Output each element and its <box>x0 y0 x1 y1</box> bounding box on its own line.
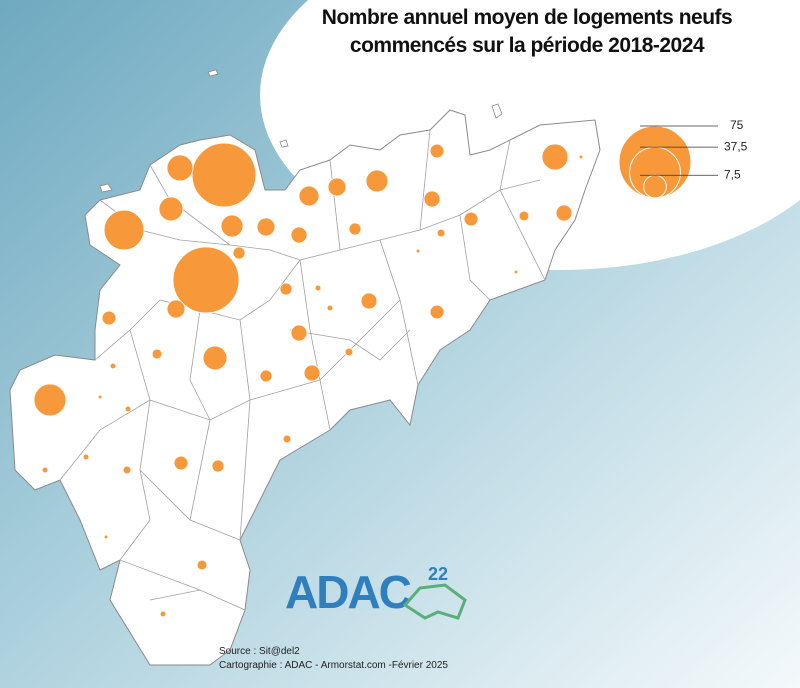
source: Source : Sit@del2 <box>219 646 300 657</box>
housing-circle <box>166 299 186 319</box>
housing-circle <box>159 610 167 618</box>
title-line: Nombre annuel moyen de logements neufs <box>322 6 732 29</box>
housing-circle <box>103 534 109 540</box>
legend-label: 75 <box>730 118 744 132</box>
housing-circle <box>463 211 479 227</box>
housing-circle <box>541 143 569 171</box>
credit: Cartographie : ADAC - Armorstat.com -Fév… <box>219 660 448 671</box>
islands <box>99 69 503 193</box>
housing-circle <box>314 284 322 292</box>
housing-circle <box>282 434 292 444</box>
legend-label: 37,5 <box>724 139 748 153</box>
territory <box>9 109 601 666</box>
housing-circle <box>256 217 276 237</box>
logo-number: 22 <box>428 564 448 584</box>
housing-circle <box>33 383 67 417</box>
housing-circle <box>124 405 132 413</box>
housing-circle <box>290 324 308 342</box>
housing-circle <box>555 204 573 222</box>
housing-circle <box>303 364 321 382</box>
housing-circle <box>360 292 378 310</box>
housing-circle <box>518 210 530 222</box>
housing-circle <box>344 347 354 357</box>
housing-circle <box>41 466 49 474</box>
legend-circle <box>643 174 667 199</box>
title-line: commencés sur la période 2018-2024 <box>350 34 705 57</box>
housing-circle <box>578 154 584 160</box>
housing-circle <box>158 196 184 222</box>
housing-circle <box>172 246 240 314</box>
housing-circle <box>327 177 347 197</box>
housing-circle <box>101 310 117 326</box>
housing-circle <box>191 142 257 208</box>
housing-circle <box>429 304 445 320</box>
logo: ADAC 22 <box>285 564 467 620</box>
housing-circle <box>97 394 103 400</box>
housing-circle <box>290 226 308 244</box>
housing-circle <box>415 248 421 254</box>
housing-circle <box>436 228 446 238</box>
housing-circle <box>232 246 246 260</box>
housing-circle <box>365 169 389 193</box>
housing-circle <box>82 453 90 461</box>
housing-circle <box>259 369 273 383</box>
housing-circle <box>513 269 519 275</box>
housing-circle <box>429 143 445 159</box>
housing-circle <box>202 345 228 371</box>
housing-circle <box>423 190 441 208</box>
housing-circle <box>173 455 189 471</box>
housing-circle <box>109 362 117 370</box>
logo-name: ADAC <box>285 566 411 618</box>
logo-icon <box>402 583 467 620</box>
housing-circle <box>326 304 334 312</box>
housing-circle <box>211 459 225 473</box>
housing-circle <box>220 214 244 238</box>
legend-label: 7,5 <box>724 167 741 181</box>
housing-circle <box>166 154 194 182</box>
housing-circle <box>298 185 320 207</box>
commune-borders <box>59 129 546 611</box>
housing-circle <box>196 559 208 571</box>
housing-circle <box>348 222 362 236</box>
housing-circle <box>279 282 293 296</box>
housing-circle <box>122 465 132 475</box>
housing-circle <box>103 209 145 251</box>
housing-circle <box>151 348 163 360</box>
